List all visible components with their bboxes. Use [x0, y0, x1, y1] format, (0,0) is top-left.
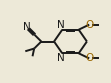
Text: N: N	[57, 20, 64, 30]
Text: O: O	[85, 53, 93, 63]
Text: O: O	[85, 20, 93, 30]
Text: N: N	[23, 22, 30, 32]
Text: N: N	[57, 53, 64, 63]
